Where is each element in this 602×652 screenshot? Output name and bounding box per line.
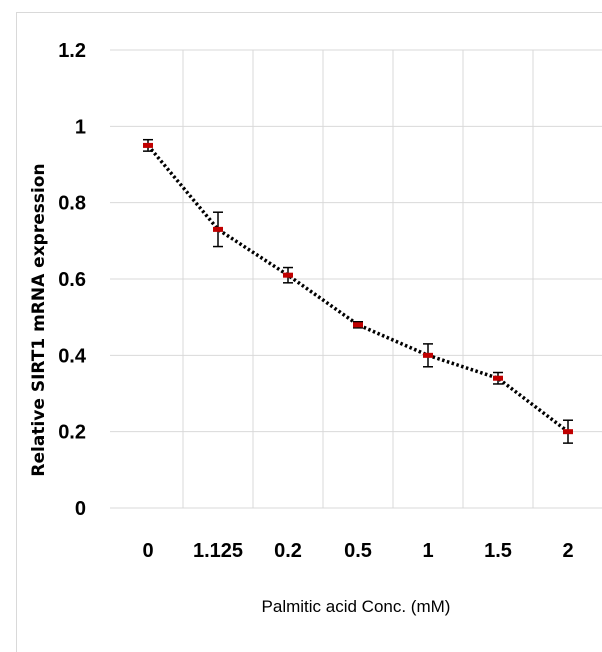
y-tick-label: 0.8 xyxy=(58,193,86,215)
data-point xyxy=(213,226,223,232)
x-tick-labels: 0 1.125 0.2 0.5 1 1.5 2 xyxy=(142,540,573,562)
grid xyxy=(110,49,602,509)
x-axis-label: Palmitic acid Conc. (mM) xyxy=(262,597,451,616)
data-point xyxy=(353,322,363,328)
y-tick-label: 1.2 xyxy=(58,40,86,62)
x-tick-label: 0.5 xyxy=(344,540,372,562)
x-tick-label: 1 xyxy=(422,540,433,562)
data-point xyxy=(493,375,503,381)
y-tick-labels: 0 0.2 0.4 0.6 0.8 1 1.2 xyxy=(58,40,87,520)
data-point xyxy=(563,429,573,435)
y-tick-label: 0.4 xyxy=(58,345,87,367)
y-tick-label: 0.2 xyxy=(58,422,86,444)
data-point xyxy=(423,352,433,358)
x-tick-label: 1.125 xyxy=(193,540,243,562)
y-tick-label: 1 xyxy=(75,116,86,138)
data-point xyxy=(143,142,153,148)
chart-frame xyxy=(16,12,602,652)
y-axis-label: Relative SIRT1 mRNA expression xyxy=(29,163,49,476)
data-point xyxy=(283,272,293,278)
y-tick-label: 0 xyxy=(75,498,86,520)
x-tick-label: 1.5 xyxy=(484,540,512,562)
series-sirt1 xyxy=(143,138,573,444)
x-tick-label: 2 xyxy=(562,540,573,562)
x-tick-label: 0 xyxy=(142,540,153,562)
y-tick-label: 0.6 xyxy=(58,269,86,291)
x-tick-label: 0.2 xyxy=(274,540,302,562)
series-line xyxy=(146,144,570,434)
